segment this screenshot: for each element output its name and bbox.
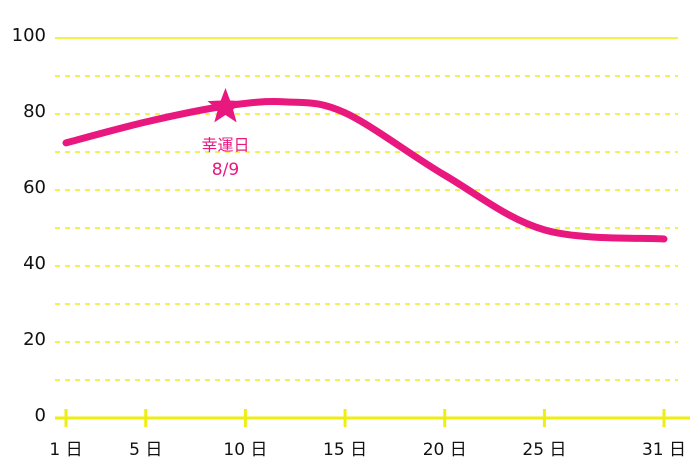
star-marker: [207, 88, 244, 123]
y-tick-label: 40: [23, 253, 46, 274]
x-tick-label: 20 日: [423, 440, 467, 460]
x-tick-label: 25 日: [522, 440, 566, 460]
annotation-sublabel: 8/9: [212, 160, 239, 180]
y-tick-label: 80: [23, 101, 46, 122]
y-tick-label: 20: [23, 329, 46, 350]
y-tick-label: 100: [12, 25, 46, 46]
y-tick-label: 0: [35, 405, 46, 426]
x-tick-label: 31 日: [642, 440, 686, 460]
x-tick-label: 5 日: [129, 440, 162, 460]
x-tick-label: 15 日: [323, 440, 367, 460]
annotation-label: 幸運日: [201, 136, 249, 155]
line: [62, 98, 668, 243]
x-tick-label: 10 日: [223, 440, 267, 460]
y-tick-label: 60: [23, 177, 46, 198]
x-tick-label: 1 日: [49, 440, 82, 460]
